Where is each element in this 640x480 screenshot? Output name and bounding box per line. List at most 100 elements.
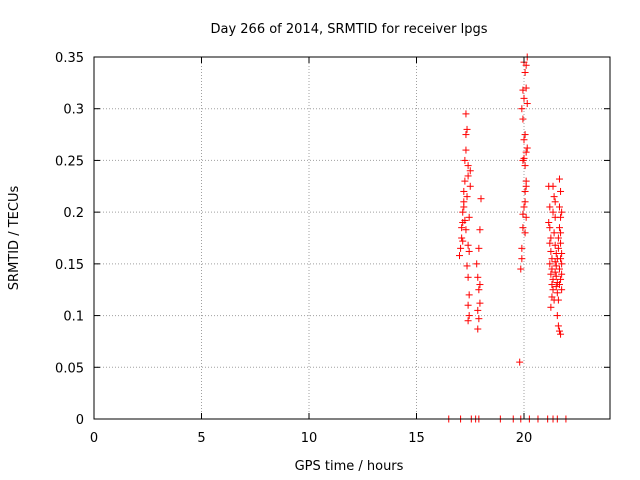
data-point — [554, 322, 562, 330]
data-point — [464, 317, 472, 325]
data-point — [558, 250, 566, 258]
data-point — [546, 239, 554, 247]
data-point — [461, 156, 469, 164]
data-point — [519, 210, 527, 218]
x-tick-label: 15 — [408, 431, 425, 446]
data-point — [549, 182, 557, 190]
data-point — [551, 198, 559, 206]
data-point — [555, 175, 563, 183]
data-point — [476, 281, 484, 289]
data-point — [465, 312, 473, 320]
data-point — [546, 224, 554, 232]
data-point — [475, 286, 483, 294]
y-tick-label: 0.2 — [63, 206, 84, 221]
axis-tick-labels: 0 5 10 15 20 0 0.05 0.1 0.15 0.2 0.25 0.3 0.35 — [55, 51, 532, 446]
data-point — [464, 241, 472, 249]
x-tick-label: 5 — [197, 431, 205, 446]
data-point — [458, 234, 466, 242]
data-point — [475, 315, 483, 323]
data-point — [463, 193, 471, 201]
data-point — [457, 244, 465, 252]
chart-title: Day 266 of 2014, SRMTID for receiver lpg… — [210, 22, 487, 37]
data-point — [473, 260, 481, 268]
x-tick-label: 0 — [90, 431, 98, 446]
data-point — [557, 213, 565, 221]
data-point — [547, 270, 555, 278]
data-point — [456, 252, 463, 260]
data-point — [545, 218, 553, 226]
data-point — [459, 208, 467, 216]
data-point — [464, 172, 472, 180]
data-point — [518, 105, 526, 113]
data-point — [557, 330, 565, 338]
data-point — [465, 291, 473, 299]
data-point — [555, 265, 563, 273]
y-tick-label: 0.05 — [55, 361, 84, 376]
data-point — [518, 244, 526, 252]
data-point — [557, 239, 565, 247]
data-point — [474, 273, 482, 281]
data-point — [553, 255, 561, 263]
data-point — [462, 226, 470, 234]
data-point — [466, 182, 474, 190]
data-point — [474, 306, 482, 314]
data-point — [555, 281, 563, 289]
data-point — [462, 146, 470, 154]
data-point — [460, 203, 468, 211]
data-point — [466, 167, 474, 175]
data-point — [553, 289, 561, 297]
data-point — [520, 203, 528, 211]
data-point — [475, 244, 483, 252]
data-point — [549, 275, 557, 283]
data-point — [521, 69, 529, 77]
data-point — [520, 136, 528, 144]
data-point — [462, 110, 470, 118]
data-point — [463, 262, 471, 270]
y-tick-label: 0.3 — [63, 103, 84, 118]
data-point — [465, 213, 473, 221]
data-point — [516, 358, 524, 366]
data-point — [476, 299, 484, 307]
data-point — [517, 265, 525, 273]
x-tick-label: 10 — [301, 431, 318, 446]
data-point — [552, 262, 560, 270]
plot-frame — [93, 56, 611, 420]
data-point — [460, 187, 468, 195]
data-point — [522, 84, 530, 92]
data-point — [521, 162, 529, 170]
y-tick-label: 0.1 — [63, 310, 84, 325]
data-point — [558, 208, 566, 216]
data-point — [551, 268, 559, 276]
data-point — [548, 265, 556, 273]
data-point — [459, 237, 467, 245]
data-point — [558, 260, 566, 268]
data-point — [523, 100, 531, 108]
data-point — [546, 203, 554, 211]
data-point — [549, 208, 557, 216]
y-tick-label: 0.15 — [55, 258, 84, 273]
data-point — [464, 301, 472, 309]
data-point — [520, 154, 528, 162]
x-tick-label: 20 — [516, 431, 533, 446]
data-point — [520, 94, 528, 102]
data-point — [550, 193, 558, 201]
data-point — [551, 241, 559, 249]
y-tick-label: 0.25 — [55, 154, 84, 169]
axis-ticks — [93, 56, 610, 420]
data-point — [550, 229, 558, 237]
data-point — [557, 275, 565, 283]
data-point — [465, 247, 473, 255]
data-point — [476, 226, 484, 234]
data-point — [464, 162, 472, 170]
data-point — [557, 229, 565, 237]
data-point — [462, 131, 470, 139]
data-point — [477, 195, 485, 203]
data-point — [549, 286, 557, 294]
data-point — [474, 325, 482, 333]
data-point — [458, 224, 466, 232]
data-point — [555, 327, 563, 335]
x-axis-title: GPS time / hours — [295, 459, 404, 474]
data-point — [553, 312, 561, 320]
data-point — [555, 203, 563, 211]
